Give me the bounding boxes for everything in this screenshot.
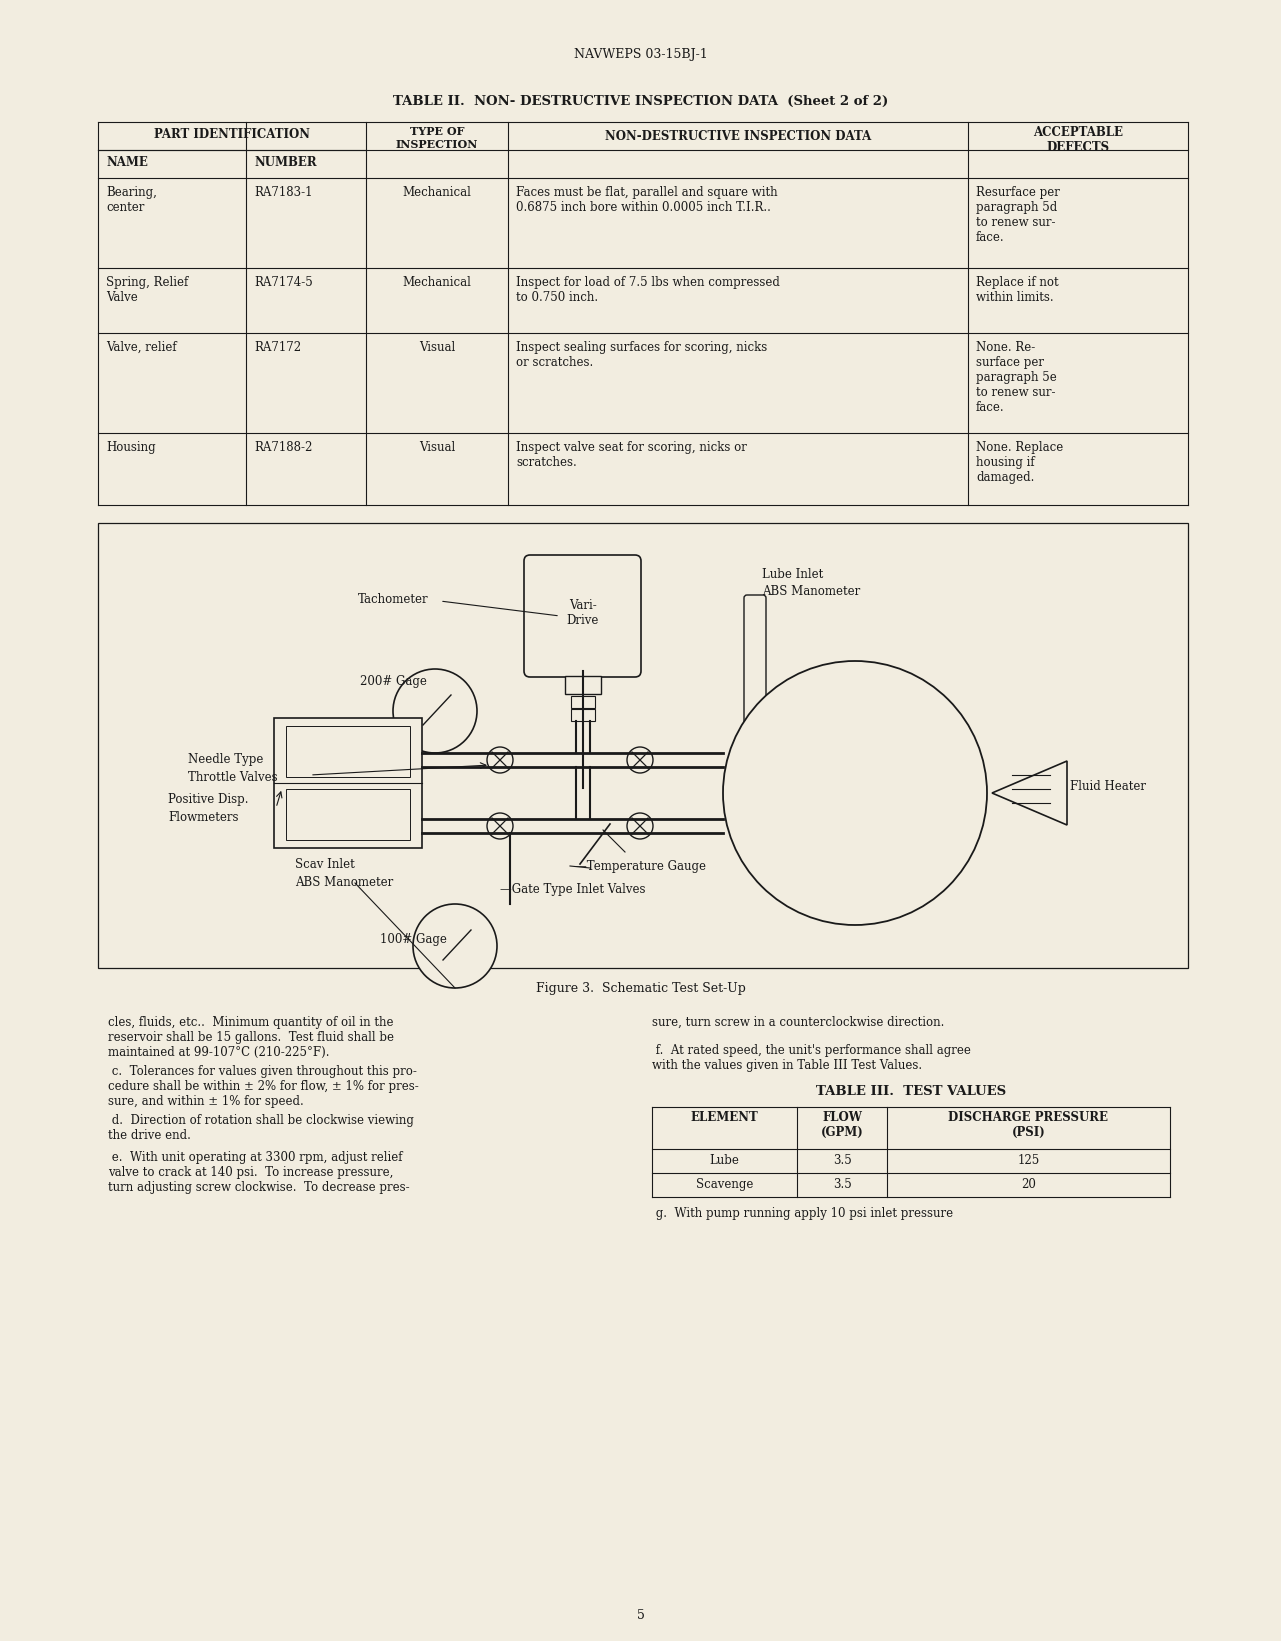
Text: d.  Direction of rotation shall be clockwise viewing
the drive end.: d. Direction of rotation shall be clockw… bbox=[108, 1114, 414, 1142]
Text: Bearing,
center: Bearing, center bbox=[106, 185, 156, 213]
Text: Needle Type: Needle Type bbox=[188, 753, 264, 766]
Text: Mechanical: Mechanical bbox=[402, 185, 471, 199]
Text: Positive Disp.: Positive Disp. bbox=[168, 793, 249, 806]
Text: None. Re-
surface per
paragraph 5e
to renew sur-
face.: None. Re- surface per paragraph 5e to re… bbox=[976, 341, 1057, 414]
Text: sure, turn screw in a counterclockwise direction.: sure, turn screw in a counterclockwise d… bbox=[652, 1016, 944, 1029]
Text: NUMBER: NUMBER bbox=[254, 156, 316, 169]
Bar bbox=[286, 725, 410, 776]
Text: ABS Manometer: ABS Manometer bbox=[295, 876, 393, 889]
Text: Faces must be flat, parallel and square with
0.6875 inch bore within 0.0005 inch: Faces must be flat, parallel and square … bbox=[516, 185, 778, 213]
Polygon shape bbox=[991, 761, 1067, 825]
Text: RA7188-2: RA7188-2 bbox=[254, 441, 313, 455]
Circle shape bbox=[412, 904, 497, 988]
Text: 20: 20 bbox=[1021, 1178, 1036, 1191]
Text: Scavenge: Scavenge bbox=[696, 1178, 753, 1191]
Text: Resurface per
paragraph 5d
to renew sur-
face.: Resurface per paragraph 5d to renew sur-… bbox=[976, 185, 1059, 245]
Text: f.  At rated speed, the unit's performance shall agree
with the values given in : f. At rated speed, the unit's performanc… bbox=[652, 1044, 971, 1072]
Text: 5: 5 bbox=[637, 1608, 644, 1621]
Circle shape bbox=[722, 661, 986, 926]
Text: Fluid Heater: Fluid Heater bbox=[1070, 781, 1146, 794]
Text: FLOW
(GPM): FLOW (GPM) bbox=[821, 1111, 863, 1139]
Circle shape bbox=[626, 747, 653, 773]
Text: ELEMENT: ELEMENT bbox=[690, 1111, 758, 1124]
Text: PART IDENTIFICATION: PART IDENTIFICATION bbox=[154, 128, 310, 141]
Text: Lube Inlet: Lube Inlet bbox=[762, 568, 824, 581]
Circle shape bbox=[626, 812, 653, 839]
Text: Visual: Visual bbox=[419, 441, 455, 455]
Text: RA7174-5: RA7174-5 bbox=[254, 276, 313, 289]
Text: Scav Inlet: Scav Inlet bbox=[295, 858, 355, 871]
Text: ACCEPTABLE
DEFECTS: ACCEPTABLE DEFECTS bbox=[1032, 126, 1123, 154]
Text: cles, fluids, etc..  Minimum quantity of oil in the
reservoir shall be 15 gallon: cles, fluids, etc.. Minimum quantity of … bbox=[108, 1016, 395, 1058]
Text: TABLE II.  NON- DESTRUCTIVE INSPECTION DATA  (Sheet 2 of 2): TABLE II. NON- DESTRUCTIVE INSPECTION DA… bbox=[393, 95, 888, 108]
Text: 125: 125 bbox=[1017, 1154, 1040, 1167]
Text: RA7172: RA7172 bbox=[254, 341, 301, 354]
Text: None. Replace
housing if
damaged.: None. Replace housing if damaged. bbox=[976, 441, 1063, 484]
Text: Inspect valve seat for scoring, nicks or
scratches.: Inspect valve seat for scoring, nicks or… bbox=[516, 441, 747, 469]
Circle shape bbox=[487, 747, 512, 773]
Bar bbox=[570, 696, 594, 707]
Text: Visual: Visual bbox=[419, 341, 455, 354]
FancyBboxPatch shape bbox=[524, 555, 640, 678]
Bar bbox=[286, 789, 410, 840]
Text: DISCHARGE PRESSURE
(PSI): DISCHARGE PRESSURE (PSI) bbox=[948, 1111, 1108, 1139]
Text: Inspect for load of 7.5 lbs when compressed
to 0.750 inch.: Inspect for load of 7.5 lbs when compres… bbox=[516, 276, 780, 304]
Text: Mechanical: Mechanical bbox=[402, 276, 471, 289]
Text: NAME: NAME bbox=[106, 156, 147, 169]
Bar bbox=[570, 709, 594, 720]
Text: —Temperature Gauge: —Temperature Gauge bbox=[575, 860, 706, 873]
Bar bbox=[99, 523, 1187, 968]
Text: TABLE III.  TEST VALUES: TABLE III. TEST VALUES bbox=[816, 1085, 1006, 1098]
Text: Lube: Lube bbox=[710, 1154, 739, 1167]
Text: Inspect sealing surfaces for scoring, nicks
or scratches.: Inspect sealing surfaces for scoring, ni… bbox=[516, 341, 767, 369]
Circle shape bbox=[487, 812, 512, 839]
Text: Valve, relief: Valve, relief bbox=[106, 341, 177, 354]
Text: 3.5: 3.5 bbox=[833, 1154, 852, 1167]
Text: Figure 3.  Schematic Test Set-Up: Figure 3. Schematic Test Set-Up bbox=[535, 981, 746, 994]
Text: 100# Gage: 100# Gage bbox=[380, 934, 447, 945]
Text: Spring, Relief
Valve: Spring, Relief Valve bbox=[106, 276, 188, 304]
Text: NON-DESTRUCTIVE INSPECTION DATA: NON-DESTRUCTIVE INSPECTION DATA bbox=[605, 130, 871, 143]
Bar bbox=[565, 676, 601, 694]
FancyBboxPatch shape bbox=[744, 596, 766, 742]
Text: —Gate Type Inlet Valves: —Gate Type Inlet Valves bbox=[500, 883, 646, 896]
Text: TYPE OF
INSPECTION: TYPE OF INSPECTION bbox=[396, 126, 478, 149]
Text: ABS Manometer: ABS Manometer bbox=[762, 584, 861, 597]
Circle shape bbox=[393, 670, 477, 753]
Text: Vari-
Drive: Vari- Drive bbox=[566, 599, 598, 627]
Text: Replace if not
within limits.: Replace if not within limits. bbox=[976, 276, 1058, 304]
Text: 3.5: 3.5 bbox=[833, 1178, 852, 1191]
Text: Tachometer: Tachometer bbox=[357, 592, 429, 606]
Text: c.  Tolerances for values given throughout this pro-
cedure shall be within ± 2%: c. Tolerances for values given throughou… bbox=[108, 1065, 419, 1108]
Text: 200# Gage: 200# Gage bbox=[360, 674, 427, 688]
Text: e.  With unit operating at 3300 rpm, adjust relief
valve to crack at 140 psi.  T: e. With unit operating at 3300 rpm, adju… bbox=[108, 1150, 410, 1193]
Text: g.  With pump running apply 10 psi inlet pressure: g. With pump running apply 10 psi inlet … bbox=[652, 1208, 953, 1219]
Bar bbox=[274, 719, 421, 848]
Text: Housing: Housing bbox=[106, 441, 155, 455]
Text: RA7183-1: RA7183-1 bbox=[254, 185, 313, 199]
Text: Throttle Valves: Throttle Valves bbox=[188, 771, 278, 784]
Text: NAVWEPS 03-15BJ-1: NAVWEPS 03-15BJ-1 bbox=[574, 48, 707, 61]
Text: Flowmeters: Flowmeters bbox=[168, 811, 238, 824]
